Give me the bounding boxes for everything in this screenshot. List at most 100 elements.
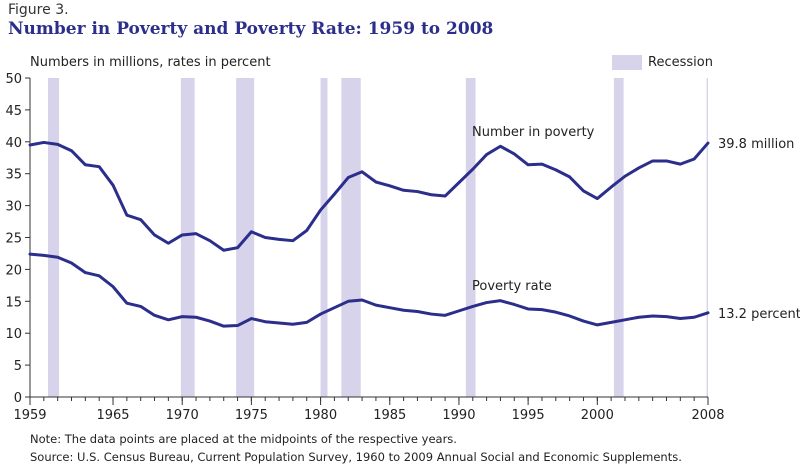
series-0-point-1961 — [56, 143, 59, 146]
series-0-point-2001 — [609, 185, 613, 189]
x-tick-label-1965: 1965 — [96, 408, 129, 423]
recession-legend-label: Recession — [648, 55, 713, 70]
series-0-point-1977 — [277, 238, 281, 241]
series-0-point-2002 — [623, 175, 627, 178]
series-1-point-1984 — [374, 303, 378, 307]
series-labels: Number in poverty 39.8 million Poverty rat… — [472, 125, 800, 322]
series-1-point-1985 — [388, 306, 391, 309]
series-1-point-1966 — [125, 302, 129, 305]
series-0-point-1993 — [499, 145, 502, 148]
series-1-point-1964 — [97, 274, 101, 277]
series-0-point-2004 — [651, 159, 654, 163]
series-1-point-1961 — [56, 256, 59, 259]
series-0-point-1984 — [374, 180, 378, 184]
y-tick-label-15: 15 — [5, 295, 22, 310]
series-1-point-1972 — [208, 319, 212, 323]
units-label: Numbers in millions, rates in percent — [30, 55, 271, 70]
series-0-point-1968 — [153, 233, 156, 237]
series-0-point-1970 — [181, 233, 184, 237]
series-0-point-1966 — [125, 213, 129, 217]
series-0-point-1997 — [554, 168, 557, 172]
y-tick-label-30: 30 — [5, 200, 22, 215]
series-1-point-1959 — [28, 252, 32, 256]
recession-band-5 — [465, 78, 476, 397]
series-0-point-1960 — [42, 141, 46, 144]
series-0-point-1963 — [84, 163, 87, 166]
x-tick-label-1985: 1985 — [373, 408, 406, 423]
series-line-0 — [28, 140, 710, 252]
series-0-point-2008 — [706, 141, 710, 145]
series-end-label-0: 39.8 million — [718, 137, 794, 152]
recession-band-4 — [341, 78, 361, 397]
series-1-point-1995 — [526, 307, 530, 311]
series-0-point-1980 — [319, 208, 322, 212]
series-0-point-2007 — [692, 157, 696, 161]
axes: 0 5 10 15 20 25 30 35 40 45 50 1959 1965 1970 1975 1980… — [5, 72, 724, 423]
series-1-point-2003 — [637, 316, 641, 319]
series-1-point-1960 — [42, 254, 46, 257]
series-0-point-1987 — [416, 190, 419, 193]
chart-title: Number in Poverty and Poverty Rate: 1959… — [8, 19, 494, 39]
series-0-point-1971 — [194, 232, 198, 235]
series-0-point-2003 — [637, 166, 641, 170]
series-1-point-1980 — [319, 312, 322, 316]
series-name-label-0: Number in poverty — [472, 125, 595, 140]
chart-note: Note: The data points are placed at the … — [30, 432, 457, 446]
series-1-point-2002 — [623, 318, 627, 322]
series-1-point-1991 — [471, 305, 474, 308]
series-1-point-1982 — [347, 300, 350, 303]
series-0-point-1982 — [347, 176, 350, 179]
recession-band-0 — [47, 78, 60, 397]
y-tick-label-0: 0 — [14, 391, 22, 406]
recession-band-7 — [706, 78, 708, 397]
chart-source: Source: U.S. Census Bureau, Current Popu… — [30, 450, 682, 464]
series-1-point-1973 — [222, 324, 225, 328]
y-tick-label-5: 5 — [14, 359, 22, 374]
series-1-point-1962 — [70, 261, 73, 265]
series-0-point-1975 — [250, 230, 253, 233]
series-0-point-2006 — [679, 162, 682, 166]
series-1-point-1990 — [457, 309, 461, 313]
series-1-point-1994 — [513, 303, 516, 306]
series-1-point-2000 — [596, 323, 599, 327]
series-name-label-1: Poverty rate — [472, 279, 552, 294]
series-1-point-1968 — [153, 314, 156, 317]
series-1-point-1967 — [139, 305, 142, 308]
series-1-point-2004 — [651, 314, 654, 318]
series-1-point-1986 — [402, 309, 405, 312]
series-0-point-1979 — [305, 229, 308, 232]
series-1-point-1975 — [250, 317, 253, 320]
x-tick-label-1990: 1990 — [442, 408, 475, 423]
series-1-point-2008 — [706, 311, 710, 314]
series-1-point-1992 — [485, 301, 488, 304]
y-tick-label-50: 50 — [5, 72, 22, 87]
series-0-point-1964 — [97, 165, 101, 168]
series-0-point-1976 — [264, 236, 267, 239]
y-tick-label-45: 45 — [5, 104, 22, 119]
series-1-point-1989 — [443, 314, 447, 317]
series-1-point-1997 — [554, 310, 557, 314]
x-tick-label-1980: 1980 — [304, 408, 337, 423]
series-1-point-1965 — [111, 285, 115, 288]
series-1-point-1988 — [430, 312, 433, 316]
recession-legend-swatch — [612, 55, 642, 70]
series-0-point-1986 — [402, 189, 405, 192]
series-0-point-1994 — [513, 152, 516, 156]
series-1-point-2005 — [665, 315, 668, 318]
series-0-point-1972 — [208, 239, 212, 242]
x-tick-label-2000: 2000 — [581, 408, 614, 423]
recession-band-3 — [320, 78, 328, 397]
series-1-point-1983 — [360, 298, 364, 302]
series-0-point-1959 — [28, 143, 32, 147]
series-0-point-1967 — [139, 218, 142, 221]
recession-band-1 — [180, 78, 195, 397]
y-tick-label-10: 10 — [5, 327, 22, 342]
series-0-point-2000 — [596, 197, 599, 200]
series-0-point-1978 — [291, 239, 295, 242]
series-1-point-1963 — [84, 271, 87, 274]
legend: Recession — [612, 55, 713, 70]
series-1-point-2006 — [679, 317, 682, 320]
series-1-point-1969 — [167, 318, 170, 322]
series-1-point-2001 — [609, 321, 613, 324]
